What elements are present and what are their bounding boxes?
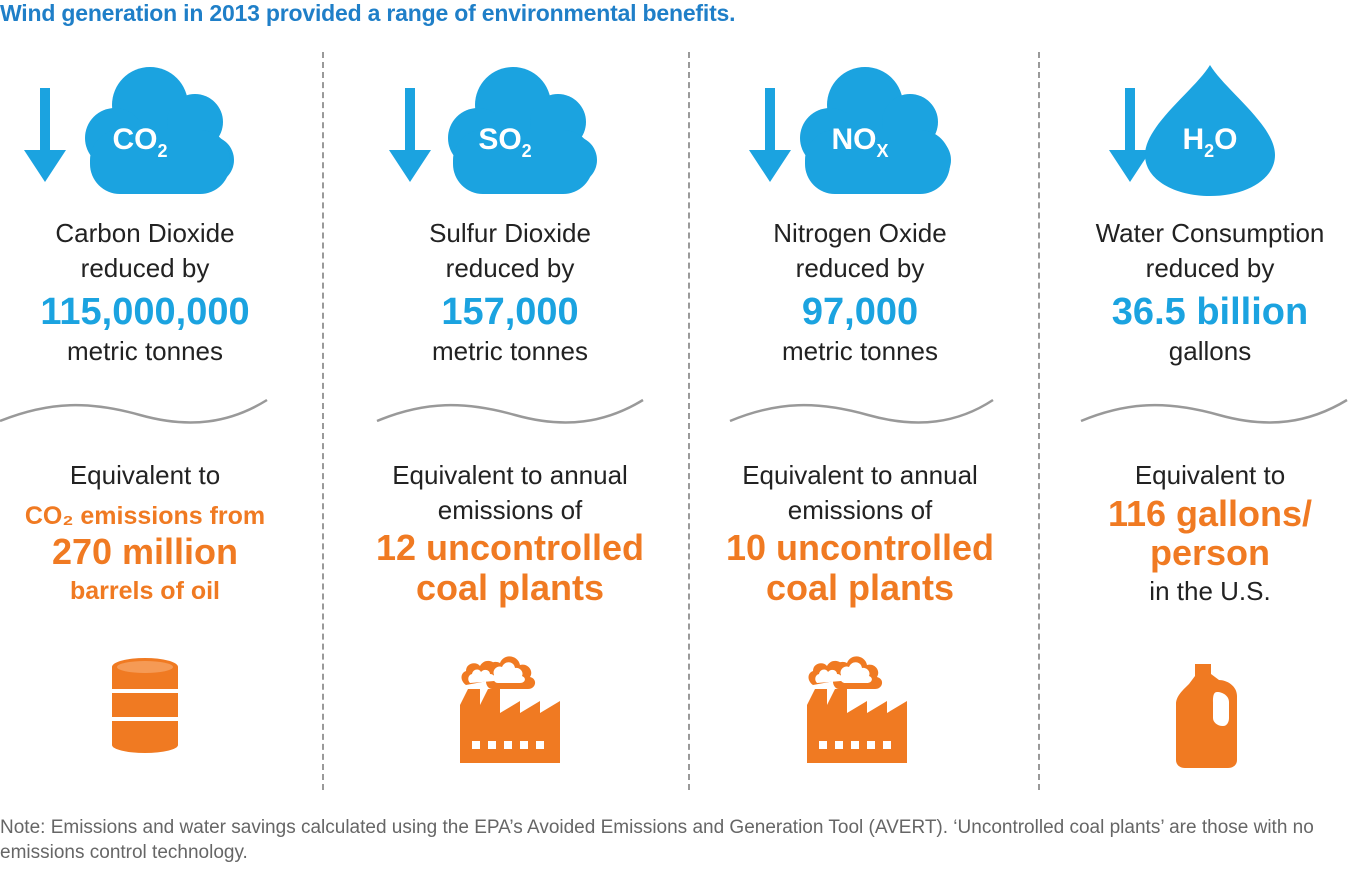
reduction-value: 36.5 billion xyxy=(1111,291,1309,333)
equivalent-orange-value: 116 gallons/ xyxy=(1107,493,1313,534)
reduction-value: 157,000 xyxy=(441,291,579,333)
reduction-value: 115,000,000 xyxy=(40,291,250,333)
water-jug-icon xyxy=(1176,664,1237,768)
column-divider xyxy=(688,52,690,790)
svg-text:H2O: H2O xyxy=(1182,123,1237,161)
equivalent-orange-value: coal plants xyxy=(765,567,955,608)
reduction-unit: gallons xyxy=(1168,336,1252,366)
reduced-by-label: reduced by xyxy=(80,253,210,283)
gas-name: Nitrogen Oxide xyxy=(773,218,947,248)
so2-cloud-icon: SO2 xyxy=(345,60,675,194)
reduction-value: 97,000 xyxy=(801,291,919,333)
equivalent-label: Equivalent to annual xyxy=(392,460,628,490)
equivalent-orange-value: 270 million xyxy=(51,531,239,572)
wave-divider xyxy=(376,398,644,424)
nox-cloud-icon: NOX xyxy=(695,60,1025,194)
reduced-by-label: reduced by xyxy=(1145,253,1275,283)
column-divider xyxy=(322,52,324,790)
h2o-column: H2O Water Consumption reduced by 36.5 bi… xyxy=(1045,60,1350,780)
so2-column: SO2 Sulfur Dioxide reduced by 157,000 me… xyxy=(345,60,675,780)
equivalent-label: Equivalent to xyxy=(69,460,221,490)
svg-text:CO2: CO2 xyxy=(112,123,167,161)
page-title: Wind generation in 2013 provided a range… xyxy=(0,0,736,26)
equivalent-label: emissions of xyxy=(787,495,933,525)
reduced-by-label: reduced by xyxy=(445,253,575,283)
reduction-unit: metric tonnes xyxy=(781,336,939,366)
equivalent-label: Equivalent to xyxy=(1134,460,1286,490)
h2o-drop-icon: H2O xyxy=(1045,60,1350,196)
equivalent-label: Equivalent to annual xyxy=(742,460,978,490)
coal-plant-icon xyxy=(807,656,907,763)
gas-name: Carbon Dioxide xyxy=(55,218,235,248)
reduction-unit: metric tonnes xyxy=(66,336,224,366)
coal-plant-icon xyxy=(460,656,560,763)
co2-column: CO2 Carbon Dioxide reduced by 115,000,00… xyxy=(0,60,310,780)
reduced-by-label: reduced by xyxy=(795,253,925,283)
equivalent-orange-value: 12 uncontrolled xyxy=(375,527,645,568)
equivalent-label: emissions of xyxy=(437,495,583,525)
equivalent-orange-value: coal plants xyxy=(415,567,605,608)
equivalent-orange-text: barrels of oil xyxy=(69,577,221,605)
reduction-unit: metric tonnes xyxy=(431,336,589,366)
gas-name: Sulfur Dioxide xyxy=(429,218,591,248)
equivalent-orange-value: 10 uncontrolled xyxy=(725,527,995,568)
nox-column: NOX Nitrogen Oxide reduced by 97,000 met… xyxy=(695,60,1025,780)
column-divider xyxy=(1038,52,1040,790)
co2-cloud-icon: CO2 xyxy=(0,60,310,194)
wave-divider xyxy=(729,398,994,424)
equivalent-label: in the U.S. xyxy=(1149,576,1271,606)
oil-barrel-icon xyxy=(112,658,178,753)
wave-divider xyxy=(1080,398,1348,424)
svg-text:SO2: SO2 xyxy=(478,123,531,161)
svg-text:NOX: NOX xyxy=(831,123,888,161)
equivalent-orange-value: person xyxy=(1149,532,1271,573)
wave-divider xyxy=(0,398,268,424)
equivalent-orange-text: CO₂ emissions from xyxy=(24,502,266,530)
gas-name: Water Consumption xyxy=(1095,218,1325,248)
footnote: Note: Emissions and water savings calcul… xyxy=(0,817,1314,863)
